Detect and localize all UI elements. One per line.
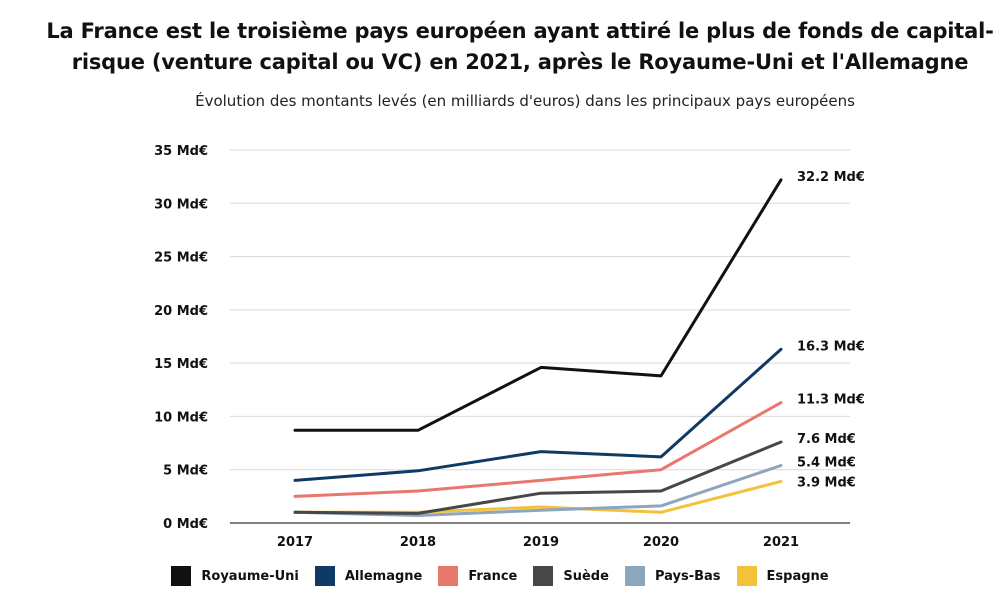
y-tick-label: 25 Md€ [154, 251, 208, 266]
legend-swatch [438, 566, 459, 586]
series-line-espagne [293, 479, 783, 514]
legend-item: France [438, 566, 517, 586]
legend-swatch [171, 566, 192, 586]
legend-label: Royaume-Uni [201, 568, 299, 584]
series-line-suède [293, 440, 783, 515]
chart-subtitle: Évolution des montants levés (en milliar… [195, 92, 855, 110]
legend-label: Espagne [766, 568, 829, 584]
y-tick-label: 5 Md€ [163, 464, 208, 479]
y-tick-label: 15 Md€ [154, 357, 208, 372]
series-line-allemagne [293, 347, 783, 482]
legend-item: Allemagne [314, 566, 423, 586]
legend-item: Suède [533, 566, 609, 586]
x-tick-label: 2021 [763, 535, 799, 550]
data-label: 11.3 Md€ [797, 393, 865, 408]
series-line-royaume-uni [293, 178, 783, 432]
legend-swatch [533, 566, 554, 586]
data-label: 5.4 Md€ [797, 455, 856, 470]
legend-label: Allemagne [344, 568, 423, 584]
legend: Royaume-Uni Allemagne France Suède Pays-Bas E… [0, 566, 1000, 586]
x-tick-label: 2019 [523, 535, 559, 550]
y-tick-label: 35 Md€ [154, 144, 208, 159]
data-label: 7.6 Md€ [797, 432, 856, 447]
data-label: 16.3 Md€ [797, 339, 865, 354]
data-label: 3.9 Md€ [797, 475, 856, 490]
legend-label: France [468, 568, 518, 584]
legend-item: Royaume-Uni [171, 566, 299, 586]
y-tick-label: 30 Md€ [154, 197, 208, 212]
x-tick-label: 2017 [277, 535, 313, 550]
legend-item: Pays-Bas [624, 566, 721, 586]
legend-swatch [314, 566, 335, 586]
y-tick-label: 20 Md€ [154, 304, 208, 319]
chart-title: La France est le troisième pays européen… [46, 19, 994, 74]
legend-swatch [624, 566, 645, 586]
legend-item: Espagne [736, 566, 829, 586]
y-tick-label: 10 Md€ [154, 410, 208, 425]
x-tick-label: 2020 [643, 535, 679, 550]
y-tick-label: 0 Md€ [163, 517, 208, 532]
x-tick-label: 2018 [400, 535, 436, 550]
legend-label: Suède [563, 568, 609, 584]
line-chart: 0 Md€ 5 Md€ 10 Md€ 15 Md€ 20 Md€ 25 Md€ 30 Md€… [154, 144, 865, 550]
series-line-france [293, 401, 783, 498]
legend-label: Pays-Bas [654, 568, 721, 584]
data-label: 32.2 Md€ [797, 170, 865, 185]
legend-swatch [736, 566, 757, 586]
